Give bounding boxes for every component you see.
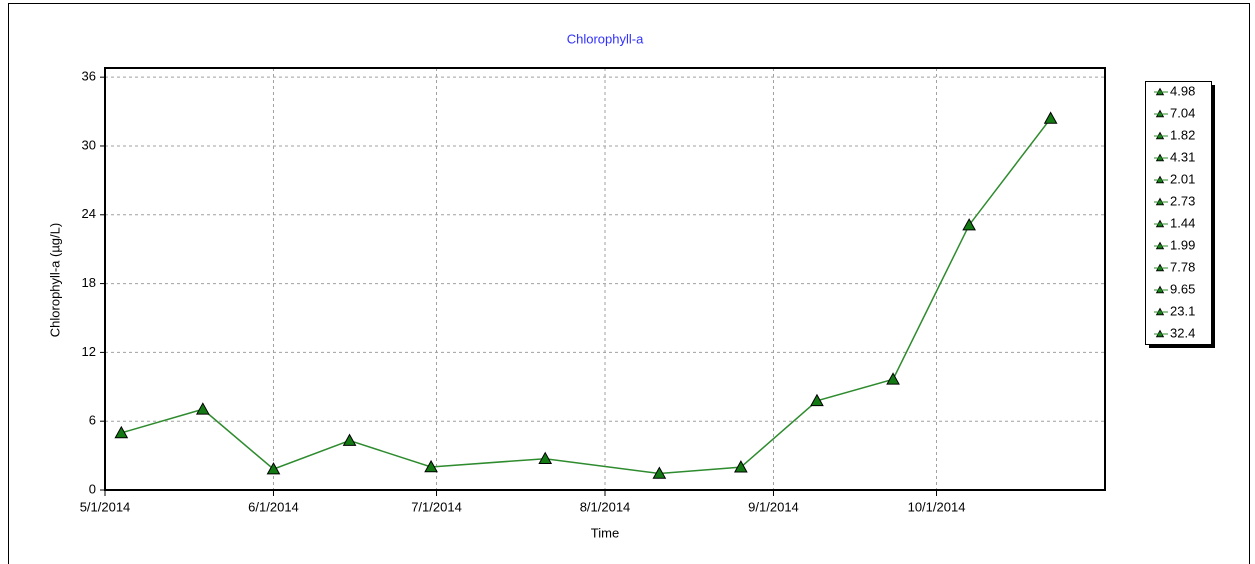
- marker: [886, 372, 900, 385]
- y-tick-label: 18: [82, 275, 96, 290]
- marker: [962, 218, 976, 231]
- x-tick-label: 6/1/2014: [248, 499, 299, 514]
- y-tick-label: 24: [82, 206, 96, 221]
- marker: [538, 451, 553, 464]
- legend-label: 7.78: [1170, 259, 1195, 274]
- legend-label: 32.4: [1170, 325, 1195, 340]
- marker: [195, 402, 210, 415]
- marker: [652, 466, 667, 479]
- legend-label: 4.98: [1170, 83, 1195, 98]
- frame: [8, 3, 1250, 564]
- line: [121, 118, 1052, 475]
- y-tick-label: 36: [82, 69, 96, 84]
- marker: [342, 433, 357, 446]
- marker: [1043, 111, 1058, 124]
- legend-label: 4.31: [1170, 149, 1195, 164]
- y-axis-label: Chlorophyll-a (µg/L): [47, 223, 62, 337]
- chart-title: Chlorophyll-a: [567, 31, 644, 46]
- x-tick-label: 9/1/2014: [748, 499, 799, 514]
- y-tick-label: 12: [82, 344, 96, 359]
- marker: [734, 460, 748, 473]
- x-tick-label: 10/1/2014: [908, 499, 966, 514]
- legend-label: 7.04: [1170, 105, 1195, 120]
- y-tick-label: 0: [89, 481, 96, 496]
- marker: [810, 393, 824, 407]
- marker: [114, 425, 129, 439]
- legend-label: 2.01: [1170, 171, 1195, 186]
- legend-label: 1.44: [1170, 215, 1195, 230]
- marker: [424, 459, 438, 473]
- legend-label: 1.82: [1170, 127, 1195, 142]
- x-tick-label: 5/1/2014: [80, 499, 131, 514]
- plot-area: [104, 67, 1106, 491]
- marker: [266, 462, 281, 475]
- legend-label: 23.1: [1170, 303, 1195, 318]
- legend-label: 1.99: [1170, 237, 1195, 252]
- y-tick-label: 30: [82, 137, 96, 152]
- x-axis-label: Time: [591, 525, 619, 540]
- legend: [1145, 81, 1212, 345]
- x-tick-label: 8/1/2014: [580, 499, 631, 514]
- legend-label: 2.73: [1170, 193, 1195, 208]
- x-tick-label: 7/1/2014: [411, 499, 462, 514]
- y-tick-label: 6: [89, 413, 96, 428]
- legend-label: 9.65: [1170, 281, 1195, 296]
